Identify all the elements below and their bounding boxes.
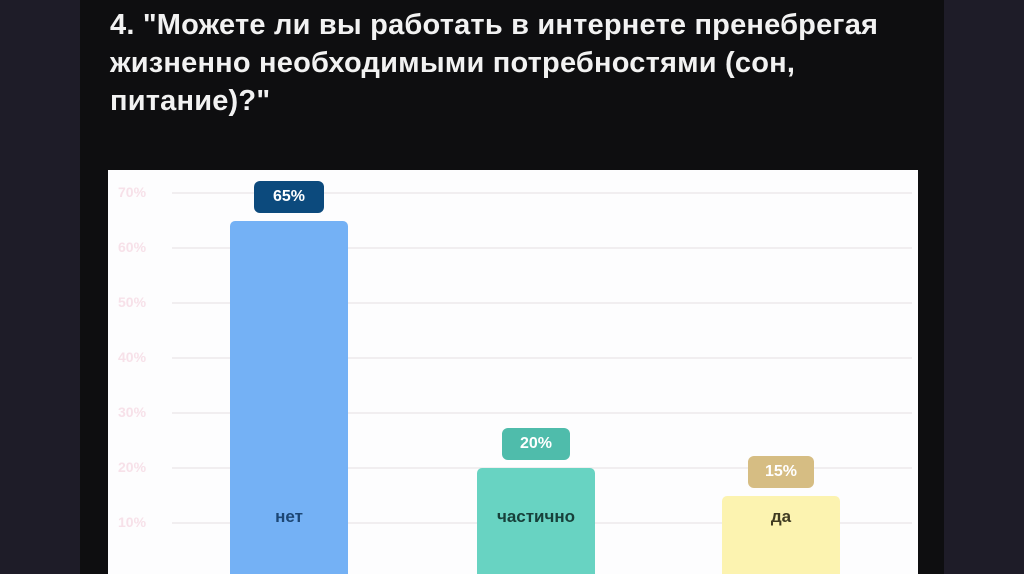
question-title-line-1: 4. "Можете ли вы работать в интернете пр…: [110, 9, 879, 41]
slide-background: 4. "Можете ли вы работать в интернете пр…: [80, 0, 944, 574]
y-axis-label-20%: 20%: [118, 459, 147, 475]
value-badge-da: 15%: [748, 455, 814, 488]
value-badge-chastichno: 20%: [502, 428, 570, 460]
question-title-line-2: жизненно необходимыми потребностями (сон…: [110, 47, 796, 79]
question-title: 4. "Можете ли вы работать в интернете пр…: [110, 6, 925, 120]
bar-net: [230, 220, 348, 574]
gridline-20%: [172, 467, 912, 469]
y-axis-label-30%: 30%: [118, 404, 147, 420]
y-axis-label-60%: 60%: [118, 239, 147, 255]
category-label-da: да: [770, 507, 792, 526]
gridline-30%: [172, 412, 912, 414]
y-axis-label-70%: 70%: [118, 184, 147, 200]
gridline-70%: [172, 192, 912, 194]
category-label-net: нет: [275, 507, 303, 526]
question-title-line-3: питание)?": [110, 85, 271, 117]
y-axis-label-40%: 40%: [118, 349, 147, 365]
bar-group-net: 65% нет: [108, 170, 918, 574]
gridline-60%: [172, 247, 912, 249]
bar-group-da: 15% да: [108, 170, 918, 574]
bar-da: [722, 495, 840, 574]
bar-chastichno: [477, 468, 595, 574]
category-label-chastichno: частично: [496, 507, 576, 526]
value-badge-net: 65%: [254, 180, 324, 213]
bar-group-chastichno: 20% частично: [108, 170, 918, 574]
y-axis-label-10%: 10%: [118, 514, 147, 530]
gridline-50%: [172, 302, 912, 304]
chart-panel: 70% 60% 50% 40% 30% 20% 10% 65% нет 20% частич…: [108, 170, 918, 574]
gridline-10%: [172, 522, 912, 524]
gridline-40%: [172, 357, 912, 359]
y-axis-label-50%: 50%: [118, 294, 147, 310]
